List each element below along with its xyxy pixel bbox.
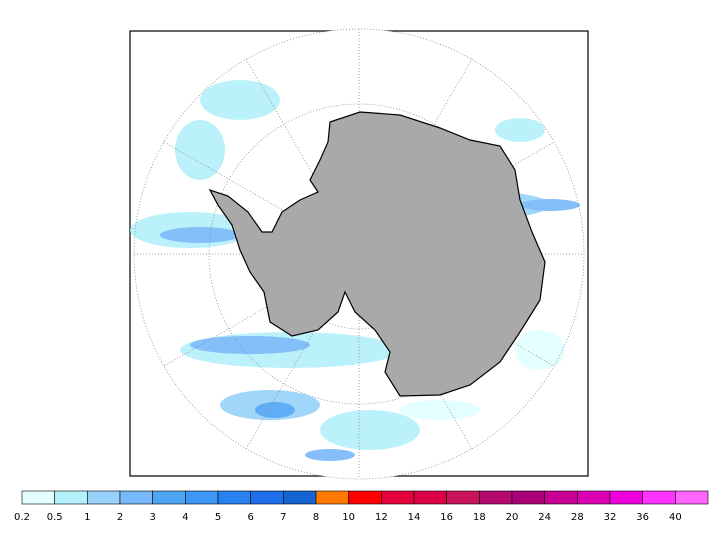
- colorbar-label: 12: [375, 512, 388, 523]
- colorbar-label: 40: [669, 512, 682, 523]
- colorbar-box: [381, 490, 415, 505]
- colorbar-box: [479, 490, 513, 505]
- colorbar-box: [152, 490, 186, 505]
- colorbar-label: 32: [604, 512, 617, 523]
- colorbar-label: 2: [117, 512, 123, 523]
- colorbar-label: 18: [473, 512, 486, 523]
- colorbar-label: 1: [84, 512, 90, 523]
- colorbar-box: [446, 490, 480, 505]
- colorbar-box: [609, 490, 643, 505]
- colorbar-box: [315, 490, 349, 505]
- colorbar-label: 3: [149, 512, 155, 523]
- colorbar-box: [54, 490, 88, 505]
- colorbar-box: [577, 490, 611, 505]
- colorbar-label: 14: [408, 512, 421, 523]
- colorbar-label: 4: [182, 512, 188, 523]
- colorbar-label: 6: [247, 512, 253, 523]
- colorbar-label: 5: [215, 512, 221, 523]
- antarctica: [208, 111, 546, 397]
- colorbar-label: 8: [313, 512, 319, 523]
- colorbar-label: 0.5: [47, 512, 63, 523]
- colorbar-box: [283, 490, 317, 505]
- colorbar-box: [544, 490, 578, 505]
- colorbar-label: 0.2: [14, 512, 30, 523]
- colorbar-label: 16: [440, 512, 453, 523]
- colorbar-label: 24: [538, 512, 551, 523]
- colorbar-label: 20: [506, 512, 519, 523]
- colorbar-box: [185, 490, 219, 505]
- colorbar-box: [119, 490, 153, 505]
- colorbar-box: [21, 490, 55, 505]
- colorbar: 0.2 0.5 1 2 3 4 5 6 7 8 10 12 14 16 18 20 24 28 32 36 40: [14, 490, 709, 523]
- colorbar-label: 7: [280, 512, 286, 523]
- colorbar-label: 28: [571, 512, 584, 523]
- colorbar-box: [675, 490, 709, 505]
- colorbar-box: [642, 490, 676, 505]
- map: [130, 28, 585, 480]
- colorbar-box: [413, 490, 447, 505]
- colorbar-label: 10: [342, 512, 355, 523]
- colorbar-box: [250, 490, 284, 505]
- colorbar-box: [217, 490, 251, 505]
- colorbar-box: [511, 490, 545, 505]
- colorbar-box: [348, 490, 382, 505]
- colorbar-label: 36: [636, 512, 649, 523]
- colorbar-box: [87, 490, 121, 505]
